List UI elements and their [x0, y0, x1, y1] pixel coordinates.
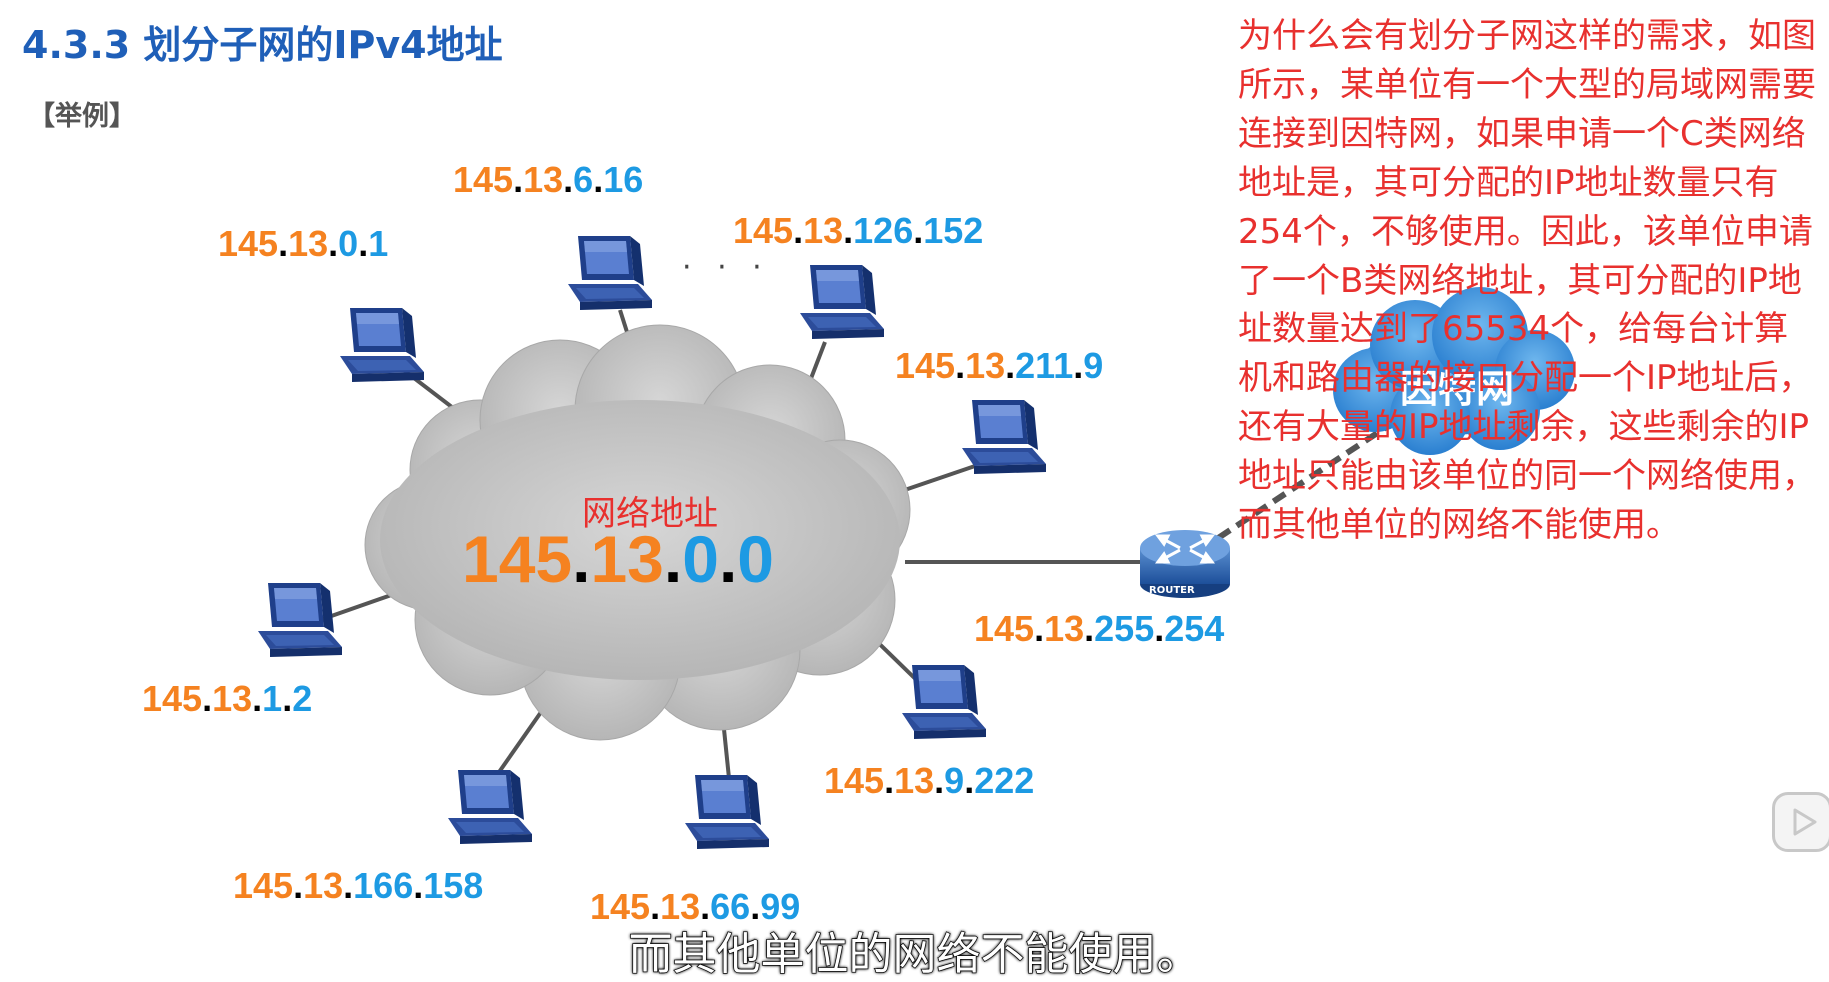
explanation-text: 为什么会有划分子网这样的需求，如图所示，某单位有一个大型的局域网需要连接到因特网… — [1238, 12, 1818, 550]
video-subtitle: 而其他单位的网络不能使用。 — [0, 918, 1829, 982]
computer-icon — [340, 308, 424, 382]
computer-icon — [902, 665, 986, 739]
ip-label-router: 145.13.255.254 — [974, 611, 1224, 647]
ip-label-host-6-16: 145.13.6.16 — [453, 162, 643, 198]
ip-label-host-9-222: 145.13.9.222 — [824, 763, 1034, 799]
computer-icon — [685, 775, 769, 849]
ip-label-host-1-2: 145.13.1.2 — [142, 681, 312, 717]
ip-label-host-126-152: 145.13.126.152 — [733, 213, 983, 249]
ellipsis: · · · — [682, 250, 770, 285]
computer-icon — [568, 236, 652, 310]
play-side-button[interactable] — [1772, 792, 1829, 852]
ip-label-host-166-158: 145.13.166.158 — [233, 868, 483, 904]
router-label: ROUTER — [1149, 585, 1195, 596]
ip-label-host-0-1: 145.13.0.1 — [218, 226, 388, 262]
ip-label-host-211-9: 145.13.211.9 — [895, 348, 1103, 384]
computer-icon — [962, 400, 1046, 474]
play-icon — [1789, 807, 1819, 837]
computer-icon — [800, 265, 884, 339]
computer-icon — [258, 583, 342, 657]
cloud-network-address: 145.13.0.0 — [462, 526, 774, 592]
computer-icon — [448, 770, 532, 844]
